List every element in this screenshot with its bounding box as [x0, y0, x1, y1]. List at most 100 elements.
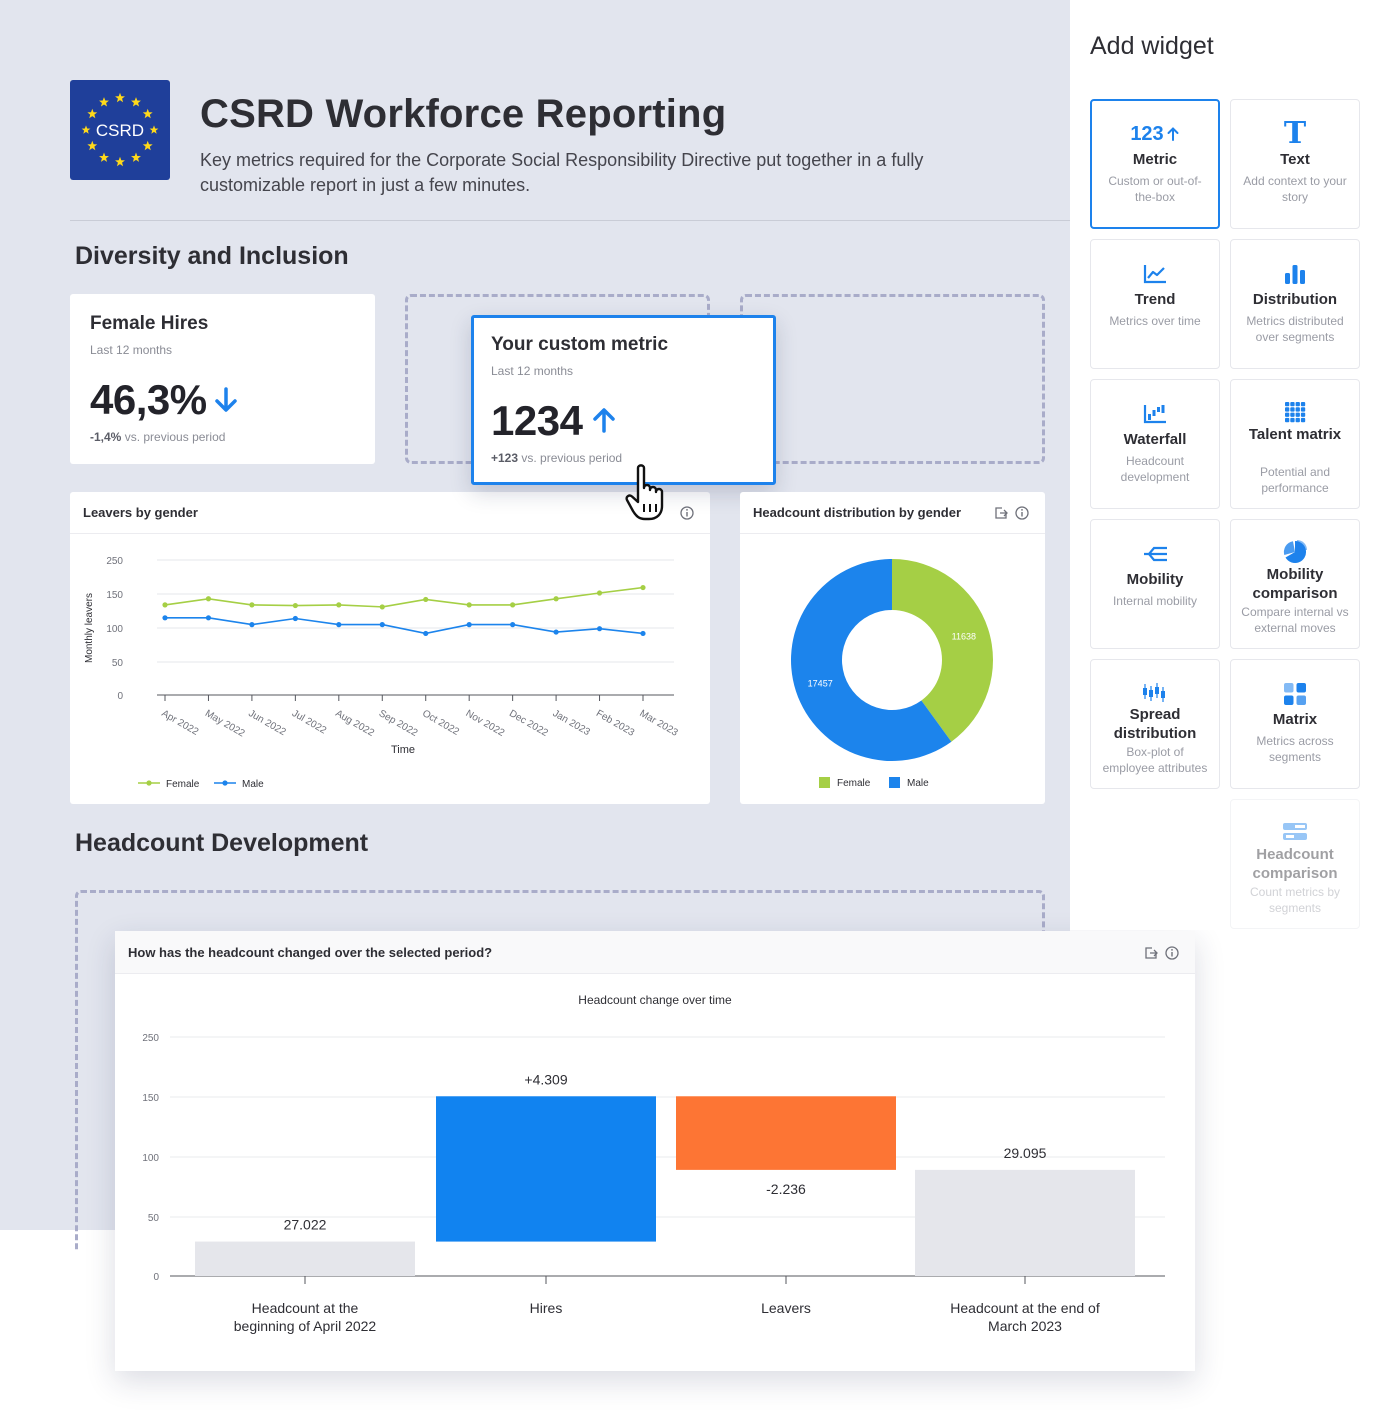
y-tick-label: 250	[142, 1033, 159, 1044]
metric-change-value: -1,4%	[90, 430, 122, 444]
tile-description: Add context to your story	[1243, 174, 1347, 204]
y-tick-label: 0	[117, 691, 123, 702]
metric-change: -1,4% vs. previous period	[90, 430, 225, 444]
data-point-female	[205, 596, 212, 602]
category-label: beginning of April 2022	[234, 1318, 377, 1334]
data-point-female	[336, 602, 342, 608]
tile-name: Trend	[1134, 291, 1176, 308]
leavers-by-gender-card[interactable]: Leavers by gender 250 150 100 50 0 Apr 2022 Ma…	[70, 492, 710, 804]
data-point-female	[553, 596, 559, 602]
arrow-down-icon	[215, 387, 237, 412]
widget-tile-text[interactable]: T Text Add context to your story	[1230, 99, 1360, 229]
eu-star	[87, 108, 98, 119]
section-title-headcount: Headcount Development	[75, 829, 369, 857]
eu-stars-icon: CSRD	[81, 92, 159, 167]
x-tick-label: Jun 2022	[246, 708, 288, 738]
donut-slice-female	[892, 559, 994, 742]
custom-metric-card[interactable]: Your custom metric Last 12 months 1234 +…	[471, 315, 776, 485]
grid-dots-icon	[1231, 399, 1359, 425]
x-tick-label: Dec 2022	[507, 708, 550, 739]
info-icon[interactable]	[679, 505, 695, 521]
text-t-icon: T	[1283, 116, 1307, 151]
category-label: Headcount at the end of	[950, 1300, 1100, 1316]
box-plot-icon	[1091, 679, 1219, 705]
widget-tile-talent-matrix[interactable]: Talent matrix Potential and performance	[1230, 379, 1360, 509]
female-hires-card[interactable]: Female Hires Last 12 months 46,3% -1,4% …	[70, 294, 375, 464]
tile-name: Waterfall	[1123, 431, 1187, 448]
info-icon[interactable]	[1014, 505, 1030, 521]
widget-tile-distribution[interactable]: Distribution Metrics distributed over seg…	[1230, 239, 1360, 369]
x-tick-label: May 2022	[203, 708, 247, 740]
widget-tile-trend[interactable]: Trend Metrics over time	[1090, 239, 1220, 369]
data-point-male	[423, 630, 429, 637]
tile-name: Matrix	[1272, 711, 1318, 728]
data-point-male	[510, 622, 516, 628]
series-line-male	[165, 617, 644, 635]
section-title-diversity: Diversity and Inclusion	[75, 242, 349, 270]
chart-header: Headcount distribution by gender	[740, 492, 1045, 534]
eu-star	[99, 97, 109, 107]
waterfall-bar	[676, 1096, 896, 1170]
eu-star	[142, 140, 153, 151]
widget-tile-mobility[interactable]: Mobility Internal mobility	[1090, 519, 1220, 649]
info-icon[interactable]	[1164, 945, 1180, 961]
widget-tile-metric[interactable]: 123 Metric Custom or out-of-the-box	[1090, 99, 1220, 229]
x-tick-label: Oct 2022	[420, 708, 461, 738]
legend-label: Male	[907, 778, 929, 789]
arrow-up-icon	[593, 408, 615, 433]
metric-title: Female Hires	[90, 313, 209, 334]
x-tick-label: Mar 2023	[638, 708, 680, 739]
widget-tile-matrix[interactable]: Matrix Metrics across segments	[1230, 659, 1360, 789]
tile-description: Metrics distributed over segments	[1246, 314, 1344, 344]
data-point-male	[336, 622, 342, 628]
series-line-female	[164, 586, 644, 608]
bar-value-label: -2.236	[766, 1181, 806, 1197]
x-tick-label: Jan 2023	[551, 708, 593, 738]
donut-slice-male	[791, 559, 952, 761]
tile-description: Potential and performance	[1259, 465, 1331, 495]
widget-tile-mobility-comparison[interactable]: Mobility comparison Compare internal vs e…	[1230, 519, 1360, 649]
waterfall-bar	[915, 1169, 1135, 1276]
legend-swatch	[819, 777, 830, 788]
tile-name: Distribution	[1252, 291, 1338, 308]
metric-value: 1234	[491, 397, 583, 444]
tile-description: Count metrics by segments	[1249, 885, 1341, 915]
sidebar-title: Add widget	[1090, 32, 1214, 60]
widget-tile-headcount-comparison[interactable]: Headcount comparison Count metrics by seg…	[1230, 799, 1360, 929]
eu-star	[81, 125, 91, 134]
headcount-waterfall-card[interactable]: How has the headcount changed over the s…	[115, 931, 1195, 1371]
legend-swatch	[889, 777, 900, 788]
tile-name: Mobility	[1126, 571, 1184, 588]
bar-distribution-icon	[1231, 261, 1359, 287]
chart-header: How has the headcount changed over the s…	[115, 931, 1195, 974]
waterfall-chart-icon	[1091, 401, 1219, 427]
export-icon[interactable]	[993, 505, 1009, 521]
y-tick-label: 100	[142, 1153, 159, 1164]
mobility-arrows-icon	[1091, 541, 1219, 567]
headcount-distribution-card[interactable]: Headcount distribution by gender 11638 17…	[740, 492, 1045, 804]
slice-label: 17457	[808, 678, 833, 688]
metric-title: Your custom metric	[491, 334, 669, 355]
eu-star	[149, 125, 159, 134]
widget-tile-spread-distribution[interactable]: Spread distribution Box-plot of employee …	[1090, 659, 1220, 789]
legend-label: Male	[242, 779, 264, 790]
eu-star	[115, 92, 125, 103]
bar-value-label: 29.095	[1004, 1145, 1047, 1161]
matrix-squares-icon	[1231, 681, 1359, 707]
waterfall-chart: Headcount change over time 250 150 100 50 0 27…	[142, 993, 1165, 1334]
widget-tile-waterfall[interactable]: Waterfall Headcount development	[1090, 379, 1220, 509]
tile-description: Headcount development	[1120, 454, 1190, 484]
data-point-male	[249, 622, 255, 628]
empty-widget-slot[interactable]	[740, 294, 1045, 464]
stacked-bars-icon	[1231, 819, 1359, 845]
x-axis-label: Time	[391, 744, 415, 756]
metric-period: Last 12 months	[90, 343, 173, 357]
chart-title: Headcount change over time	[578, 993, 732, 1007]
logo-text: CSRD	[96, 121, 144, 140]
tile-description: Custom or out-of-the-box	[1108, 174, 1202, 204]
hand-pointer-cursor-icon	[625, 464, 664, 521]
export-icon[interactable]	[1143, 945, 1159, 961]
category-label: Headcount at the	[252, 1300, 359, 1316]
category-label: Hires	[530, 1300, 563, 1316]
data-point-female	[466, 602, 472, 608]
